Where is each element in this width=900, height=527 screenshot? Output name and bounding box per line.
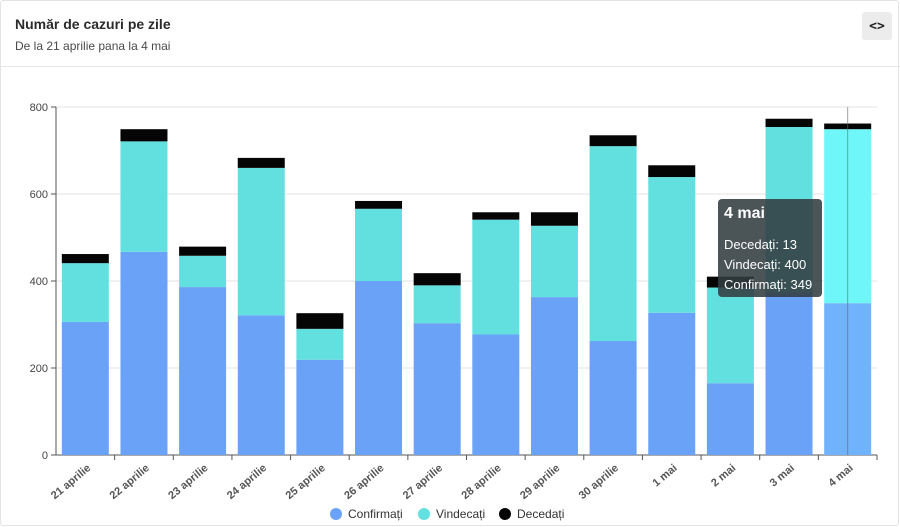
legend-confirmati-marker bbox=[330, 508, 342, 520]
x-tick-label: 30 aprilie bbox=[577, 462, 621, 502]
bar-vindecati bbox=[120, 141, 168, 252]
legend-vindecati-marker bbox=[418, 508, 430, 520]
bar-vindecati bbox=[296, 328, 344, 360]
tooltip-label: Decedați bbox=[724, 237, 776, 252]
tooltip-label: Vindecați bbox=[724, 257, 778, 272]
bar-confirmati bbox=[296, 359, 344, 455]
tooltip-value: 349 bbox=[790, 277, 813, 292]
bar-confirmati bbox=[589, 341, 637, 455]
legend-decedati-label: Decedați bbox=[517, 507, 564, 521]
bar-decedati bbox=[413, 273, 461, 286]
x-tick-label: 27 aprilie bbox=[401, 462, 445, 502]
legend-confirmati-label: Confirmați bbox=[348, 507, 403, 521]
bar-decedati bbox=[765, 118, 813, 128]
x-tick-label: 28 aprilie bbox=[459, 462, 503, 502]
tooltip-row-vindecati: Vindecați: 400 bbox=[724, 257, 807, 272]
bar-vindecati bbox=[589, 146, 637, 342]
tooltip-value: 400 bbox=[784, 257, 807, 272]
x-tick-label: 21 aprilie bbox=[49, 462, 93, 502]
x-tick-label: 25 aprilie bbox=[284, 462, 328, 502]
bar-decedati bbox=[648, 165, 696, 178]
tooltip-row-decedati: Decedați: 13 bbox=[724, 237, 798, 252]
x-tick-label: 26 aprilie bbox=[342, 462, 386, 502]
chart-tooltip: 4 mai Decedați: 13 Vindecați: 400 Confir… bbox=[718, 199, 822, 297]
bar-decedati bbox=[472, 212, 520, 220]
bar-confirmati bbox=[706, 383, 754, 455]
bar-confirmati bbox=[413, 323, 461, 455]
x-tick-label: 4 mai bbox=[826, 462, 855, 489]
chart-subtitle: De la 21 aprilie pana la 4 mai bbox=[15, 39, 171, 53]
tooltip-value: 13 bbox=[782, 237, 798, 252]
tooltip-title: 4 mai bbox=[724, 205, 765, 222]
bar-vindecati bbox=[472, 219, 520, 335]
bar-decedati bbox=[237, 157, 285, 168]
tooltip-label: Confirmați bbox=[724, 277, 784, 292]
chart-title: Număr de cazuri pe zile bbox=[15, 16, 171, 32]
bar-confirmati bbox=[237, 315, 285, 455]
bar-confirmati bbox=[765, 292, 813, 455]
bar-decedati bbox=[355, 200, 403, 209]
y-tick-label: 600 bbox=[30, 189, 48, 201]
bar-vindecati bbox=[648, 177, 696, 313]
bar-confirmati bbox=[61, 321, 109, 455]
card-header: Număr de cazuri pe zile De la 21 aprilie… bbox=[1, 1, 900, 67]
bar-vindecati bbox=[355, 208, 403, 281]
x-tick-label: 2 mai bbox=[709, 462, 738, 489]
bar-confirmati bbox=[472, 334, 520, 455]
x-tick-label: 29 aprilie bbox=[518, 462, 562, 502]
bar-decedati bbox=[296, 313, 344, 329]
bar-confirmati bbox=[179, 287, 227, 455]
y-tick-label: 400 bbox=[30, 276, 48, 288]
tooltip-row-confirmati: Confirmați: 349 bbox=[724, 277, 813, 292]
bar-vindecati bbox=[179, 255, 227, 288]
bar-vindecati bbox=[61, 263, 109, 322]
y-tick-label: 0 bbox=[42, 450, 48, 462]
bar-decedati bbox=[589, 135, 637, 147]
bar-vindecati bbox=[237, 167, 285, 316]
bar-confirmati bbox=[648, 312, 696, 455]
y-tick-label: 200 bbox=[30, 363, 48, 375]
x-tick-label: 23 aprilie bbox=[166, 462, 210, 502]
legend-vindecati-label: Vindecați bbox=[436, 507, 485, 521]
bar-decedati bbox=[120, 129, 168, 142]
bar-vindecati bbox=[413, 285, 461, 324]
bar-vindecati bbox=[706, 287, 754, 384]
bar-decedati bbox=[61, 254, 109, 264]
bar-confirmati bbox=[530, 297, 578, 455]
x-tick-label: 24 aprilie bbox=[225, 462, 269, 502]
y-tick-label: 800 bbox=[30, 102, 48, 114]
bar-confirmati bbox=[120, 251, 168, 455]
bar-confirmati bbox=[355, 281, 403, 455]
bar-decedati bbox=[530, 212, 578, 226]
legend-decedati-marker bbox=[499, 508, 511, 520]
bar-vindecati bbox=[530, 225, 578, 298]
x-tick-label: 3 mai bbox=[768, 462, 797, 489]
x-tick-label: 1 mai bbox=[650, 462, 679, 489]
x-tick-label: 22 aprilie bbox=[108, 462, 152, 502]
bar-decedati bbox=[179, 246, 227, 256]
embed-code-button[interactable]: <> bbox=[862, 12, 892, 40]
